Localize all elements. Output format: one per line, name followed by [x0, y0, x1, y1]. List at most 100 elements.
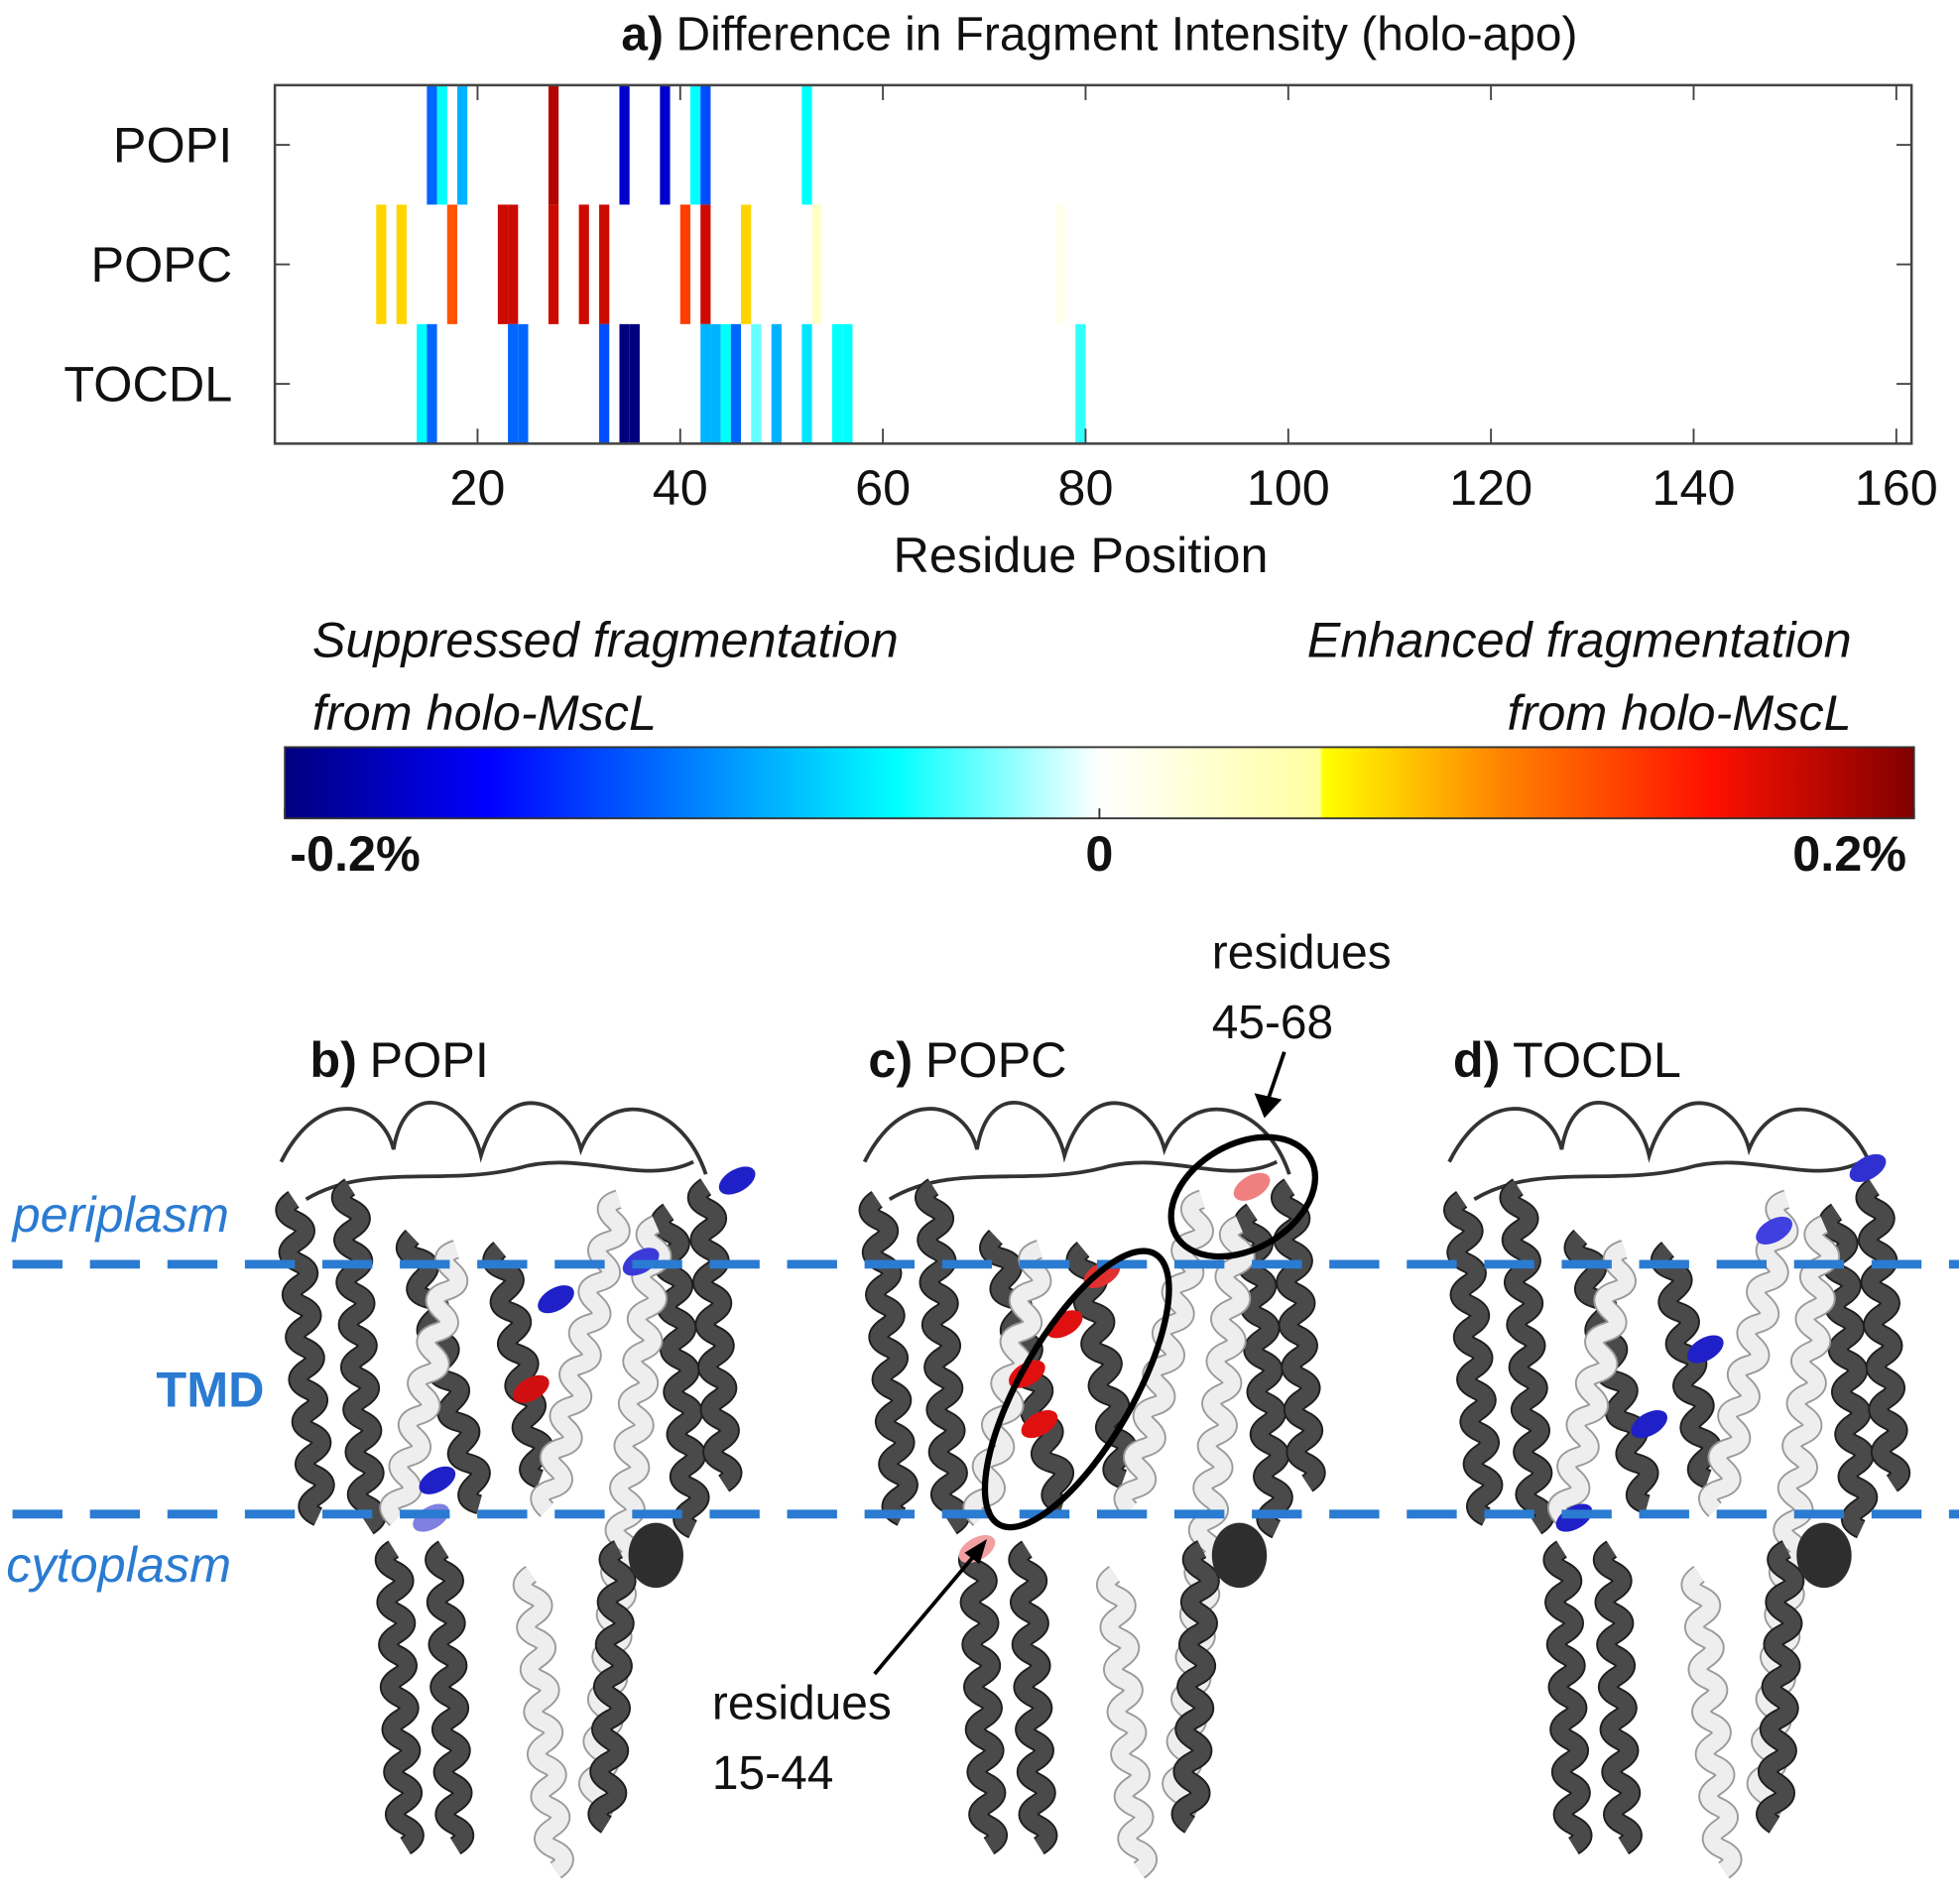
- chart-title: a)Difference in Fragment Intensity (holo…: [621, 9, 1577, 61]
- helix: [1866, 1187, 1901, 1484]
- x-tick-label: 140: [1652, 459, 1735, 516]
- heat-cell: [812, 204, 822, 323]
- heat-cell: [427, 85, 436, 204]
- row-label: TOCDL: [63, 356, 232, 413]
- heat-cell: [437, 85, 447, 204]
- heat-cell: [447, 204, 457, 323]
- x-tick-label: 20: [449, 459, 505, 516]
- heat-cell: [549, 85, 558, 204]
- helix: [1018, 1549, 1047, 1846]
- heat-cell: [731, 324, 741, 443]
- heat-cell: [549, 204, 558, 323]
- region-label: periplasm: [11, 1186, 229, 1243]
- colorbar-note: from holo-MscL: [312, 684, 657, 741]
- annotation: residues: [712, 1677, 892, 1729]
- heat-cell: [599, 204, 609, 323]
- helix-end: [1796, 1523, 1851, 1588]
- helix: [434, 1549, 464, 1846]
- colorbar: [285, 747, 1913, 818]
- region-label: TMD: [156, 1361, 264, 1417]
- colorbar-tick-label: -0.2%: [290, 825, 421, 882]
- x-tick-label: 80: [1057, 459, 1113, 516]
- heat-cell: [599, 324, 609, 443]
- helix: [968, 1549, 998, 1846]
- panel-label: a): [621, 9, 664, 61]
- structures: periplasm TMD cytoplasm b)POPI c)POPC d)TOCDL…: [6, 926, 1959, 1870]
- helix: [1552, 1549, 1582, 1846]
- x-tick-label: 120: [1449, 459, 1532, 516]
- helix: [341, 1187, 377, 1526]
- heat-cell: [751, 324, 761, 443]
- heat-cell: [721, 324, 731, 443]
- heat-cell: [518, 324, 528, 443]
- protein-structure: [1449, 1103, 1900, 1870]
- heat-cell: [832, 324, 842, 443]
- colorbar-note: Enhanced fragmentation: [1307, 612, 1852, 668]
- panel-label: c): [868, 1031, 913, 1088]
- annotation: residues: [1212, 926, 1392, 979]
- heat-cell: [660, 85, 670, 204]
- helix: [1603, 1549, 1633, 1846]
- heat-cell: [700, 204, 710, 323]
- colorbar-note: Suppressed fragmentation: [312, 612, 899, 668]
- heat-cell: [508, 324, 518, 443]
- x-tick-label: 100: [1247, 459, 1330, 516]
- heatmap-panel: a)Difference in Fragment Intensity (holo…: [63, 9, 1937, 883]
- highlight: [533, 1279, 578, 1319]
- row-label: POPC: [91, 236, 233, 293]
- protein-structure: [865, 1103, 1316, 1870]
- panel-name: POPC: [925, 1031, 1067, 1088]
- arrow: [1268, 1052, 1284, 1100]
- heat-cell: [842, 324, 852, 443]
- heat-cell: [772, 324, 782, 443]
- heat-cell: [700, 324, 710, 443]
- helix: [697, 1187, 733, 1484]
- heat-cell: [457, 85, 467, 204]
- heat-cell: [680, 204, 690, 323]
- highlight: [714, 1161, 760, 1201]
- heat-cell: [700, 85, 710, 204]
- heat-cell: [508, 204, 518, 323]
- heat-cell: [801, 324, 811, 443]
- heat-cell: [397, 204, 407, 323]
- heat-cell: [376, 204, 386, 323]
- heat-cell: [710, 324, 720, 443]
- heat-cell: [630, 324, 640, 443]
- region-label: cytoplasm: [6, 1536, 231, 1593]
- arrow: [875, 1555, 975, 1674]
- helix: [924, 1187, 960, 1526]
- panel-title: b)POPI: [309, 1031, 489, 1088]
- heat-cell: [619, 324, 629, 443]
- heat-cell: [619, 85, 629, 204]
- helix: [1510, 1187, 1545, 1526]
- heat-cell: [579, 204, 589, 323]
- colorbar-tick-label: 0: [1085, 825, 1113, 882]
- panel-title: c)POPC: [868, 1031, 1066, 1088]
- heat-cell: [741, 204, 751, 323]
- panel-title: d)TOCDL: [1453, 1031, 1681, 1088]
- x-tick-label: 40: [653, 459, 708, 516]
- panel-name: TOCDL: [1513, 1031, 1681, 1088]
- x-tick-label: 160: [1855, 459, 1938, 516]
- heat-cell: [1055, 204, 1065, 323]
- helix-end: [1212, 1523, 1267, 1588]
- title-text: Difference in Fragment Intensity (holo-a…: [676, 9, 1578, 61]
- heat-cell: [1075, 324, 1085, 443]
- panel-name: POPI: [370, 1031, 489, 1088]
- panel-label: b): [309, 1031, 357, 1088]
- heat-cell: [690, 85, 700, 204]
- annotation: 15-44: [712, 1747, 833, 1800]
- helix-end: [629, 1523, 683, 1588]
- annotation: 45-68: [1212, 997, 1333, 1049]
- helix: [385, 1549, 415, 1846]
- colorbar-note: from holo-MscL: [1508, 684, 1852, 741]
- heat-cell: [801, 85, 811, 204]
- x-axis-label: Residue Position: [894, 527, 1269, 583]
- panel-label: d): [1453, 1031, 1501, 1088]
- protein-structure: [281, 1103, 760, 1870]
- colorbar-tick-label: 0.2%: [1792, 825, 1906, 882]
- heat-cell: [417, 324, 427, 443]
- x-tick-label: 60: [855, 459, 911, 516]
